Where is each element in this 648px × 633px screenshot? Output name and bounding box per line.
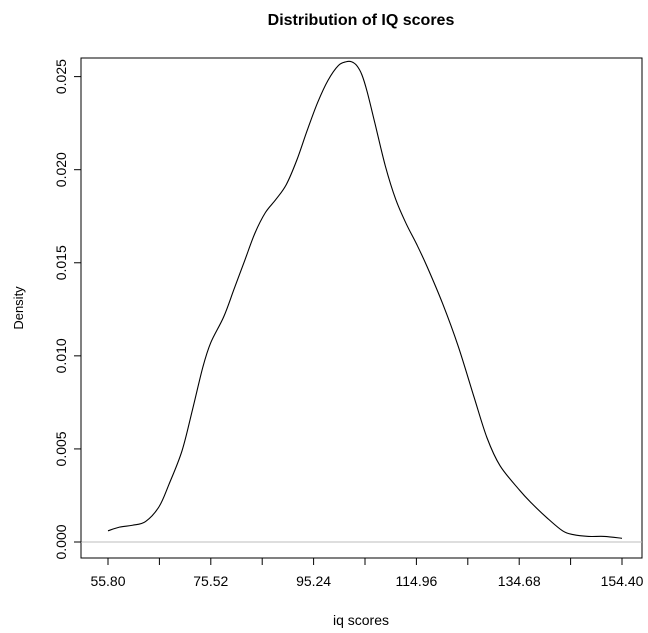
y-tick-label: 0.020 xyxy=(53,152,69,187)
plot-frame xyxy=(81,58,642,558)
y-tick-label: 0.010 xyxy=(53,338,69,373)
density-curve-line xyxy=(108,61,622,538)
x-tick-label: 75.52 xyxy=(193,573,228,589)
y-tick-label: 0.015 xyxy=(53,245,69,280)
x-tick-label: 154.40 xyxy=(601,573,644,589)
x-tick-label: 95.24 xyxy=(296,573,331,589)
x-tick-label: 55.80 xyxy=(90,573,125,589)
y-tick-label: 0.025 xyxy=(53,59,69,94)
y-tick-label: 0.005 xyxy=(53,431,69,466)
y-tick-label: 0.000 xyxy=(53,524,69,559)
x-tick-label: 114.96 xyxy=(396,573,438,589)
x-axis-label: iq scores xyxy=(333,612,389,628)
x-tick-label: 134.68 xyxy=(498,573,541,589)
y-axis: 0.000 0.005 0.010 0.015 0.020 0.025 xyxy=(53,59,81,560)
chart-title: Distribution of IQ scores xyxy=(268,12,455,29)
x-axis: 55.80 75.52 95.24 114.96 134.68 154.40 xyxy=(90,558,643,589)
y-axis-label: Density xyxy=(11,286,26,330)
